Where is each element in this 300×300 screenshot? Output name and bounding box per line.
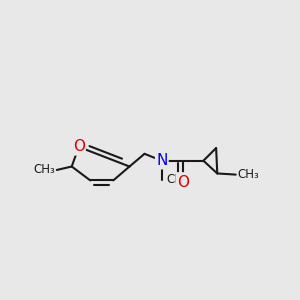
Text: CH₃: CH₃ [166, 173, 188, 186]
Text: O: O [73, 140, 85, 154]
Text: O: O [177, 175, 189, 190]
Text: CH₃: CH₃ [33, 164, 55, 176]
Text: N: N [156, 153, 167, 168]
Text: CH₃: CH₃ [238, 168, 260, 181]
